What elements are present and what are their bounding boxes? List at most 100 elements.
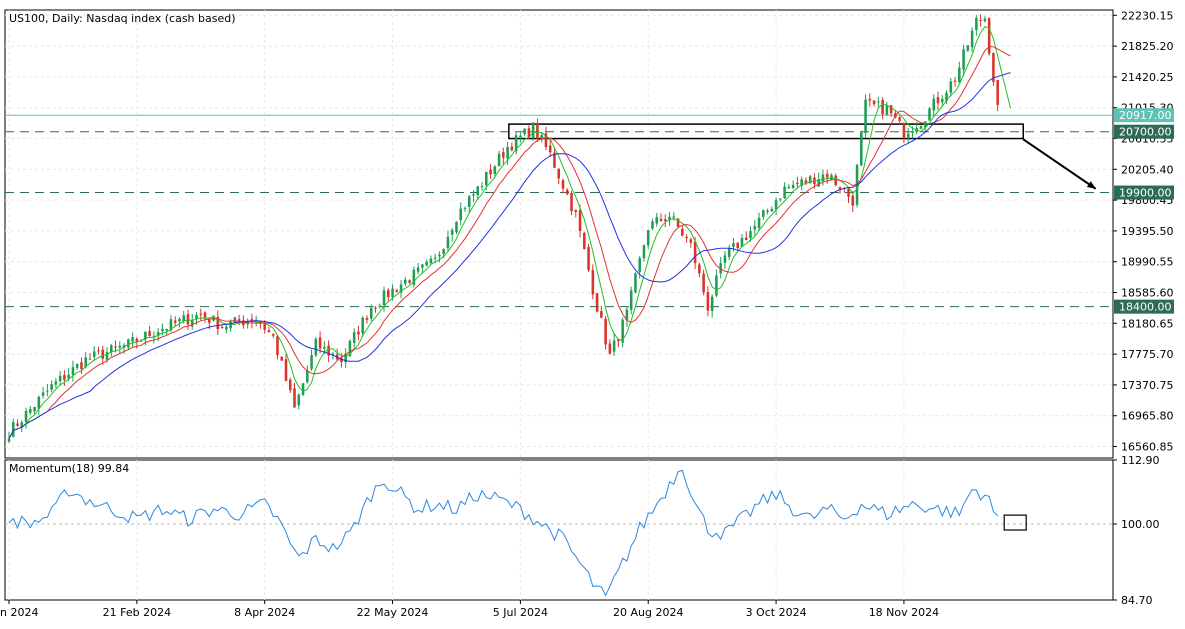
candle-body xyxy=(587,246,590,271)
candle-body xyxy=(84,357,87,367)
projection-arrow-head xyxy=(1086,181,1096,189)
candle-body xyxy=(591,270,595,295)
candle-body xyxy=(583,232,586,250)
candle-body xyxy=(348,340,352,356)
candle-body xyxy=(92,351,96,357)
candle-body xyxy=(11,422,15,437)
candle-body xyxy=(369,307,373,319)
candle-body xyxy=(753,226,757,230)
candle-body xyxy=(263,323,266,330)
candle-body xyxy=(340,357,343,363)
candle-body xyxy=(749,231,752,239)
candle-body xyxy=(877,101,880,103)
current-price-label: 20917.00 xyxy=(1119,109,1172,122)
candle-body xyxy=(306,370,309,383)
candle-body xyxy=(378,305,382,307)
candle-body xyxy=(386,290,390,298)
candle-body xyxy=(408,280,411,283)
candle-body xyxy=(625,309,629,321)
candle-body xyxy=(783,186,786,199)
candle-body xyxy=(523,128,526,135)
candle-body xyxy=(271,333,275,336)
candle-body xyxy=(689,239,693,243)
candle-body xyxy=(225,326,228,330)
candle-body xyxy=(557,168,561,179)
candle-body xyxy=(88,358,92,360)
y-tick-label: 22230.15 xyxy=(1121,9,1174,22)
candle-body xyxy=(898,117,901,121)
candle-body xyxy=(323,347,326,349)
candle-body xyxy=(860,132,863,166)
candle-body xyxy=(50,384,53,390)
candle-body xyxy=(787,186,791,189)
candle-body xyxy=(800,179,803,186)
candle-body xyxy=(723,255,727,263)
y-tick-label: 21420.25 xyxy=(1121,71,1174,84)
projection-arrow-line xyxy=(1022,138,1097,190)
candle-body xyxy=(838,187,842,191)
candle-body xyxy=(254,319,258,321)
candle-body xyxy=(318,337,322,349)
candle-body xyxy=(779,198,782,200)
candle-body xyxy=(476,186,480,196)
candle-body xyxy=(736,242,740,249)
candle-body xyxy=(992,52,995,82)
candle-body xyxy=(702,273,705,293)
x-tick-label: 5 Jul 2024 xyxy=(493,606,548,619)
candle-body xyxy=(416,267,420,272)
candle-body xyxy=(203,312,207,318)
y-tick-label: 18180.65 xyxy=(1121,317,1174,330)
candle-body xyxy=(467,196,471,207)
y-tick-label: 20205.40 xyxy=(1121,163,1174,176)
candle-body xyxy=(710,296,714,311)
candle-body xyxy=(945,92,948,101)
candle-body xyxy=(105,352,109,360)
ind-y-tick-label: 112.90 xyxy=(1121,454,1160,467)
candle-body xyxy=(698,264,701,274)
candle-body xyxy=(114,346,117,348)
resistance-zone-box xyxy=(508,123,1024,140)
candle-body xyxy=(118,345,122,348)
candle-body xyxy=(604,318,607,345)
candle-body xyxy=(450,229,454,235)
candle-body xyxy=(421,264,424,268)
candle-body xyxy=(208,319,211,323)
candle-body xyxy=(770,209,774,212)
candle-body xyxy=(659,218,663,222)
candle-body xyxy=(889,105,893,114)
candle-body xyxy=(663,219,667,222)
candle-body xyxy=(161,328,164,332)
momentum-title: Momentum(18) 99.84 xyxy=(9,462,130,475)
candle-body xyxy=(544,133,548,148)
y-tick-label: 16965.80 xyxy=(1121,410,1174,423)
candle-body xyxy=(80,362,83,369)
candle-body xyxy=(642,245,646,259)
candle-body xyxy=(612,340,616,352)
candle-body xyxy=(970,30,974,48)
candle-body xyxy=(446,236,450,248)
candle-body xyxy=(651,221,654,229)
candle-body xyxy=(395,290,399,292)
candle-body xyxy=(288,379,292,391)
candle-body xyxy=(301,383,305,395)
candle-body xyxy=(148,331,151,336)
level-price-label-bg xyxy=(1114,185,1174,200)
candle-body xyxy=(41,392,45,396)
candle-body xyxy=(923,121,927,128)
candle-body xyxy=(791,184,795,188)
candle-body xyxy=(24,410,28,422)
candle-body xyxy=(762,210,765,217)
candle-body xyxy=(344,353,347,363)
candle-body xyxy=(156,332,160,336)
y-tick-label: 19395.50 xyxy=(1121,225,1174,238)
candle-body xyxy=(966,45,970,51)
candle-body xyxy=(510,146,514,151)
candle-body xyxy=(574,209,578,212)
candle-body xyxy=(834,175,838,186)
main-chart-title: US100, Daily: Nasdaq index (cash based) xyxy=(9,12,236,25)
candle-body xyxy=(267,330,271,332)
candle-body xyxy=(962,49,965,70)
x-tick-label: 22 May 2024 xyxy=(357,606,429,619)
